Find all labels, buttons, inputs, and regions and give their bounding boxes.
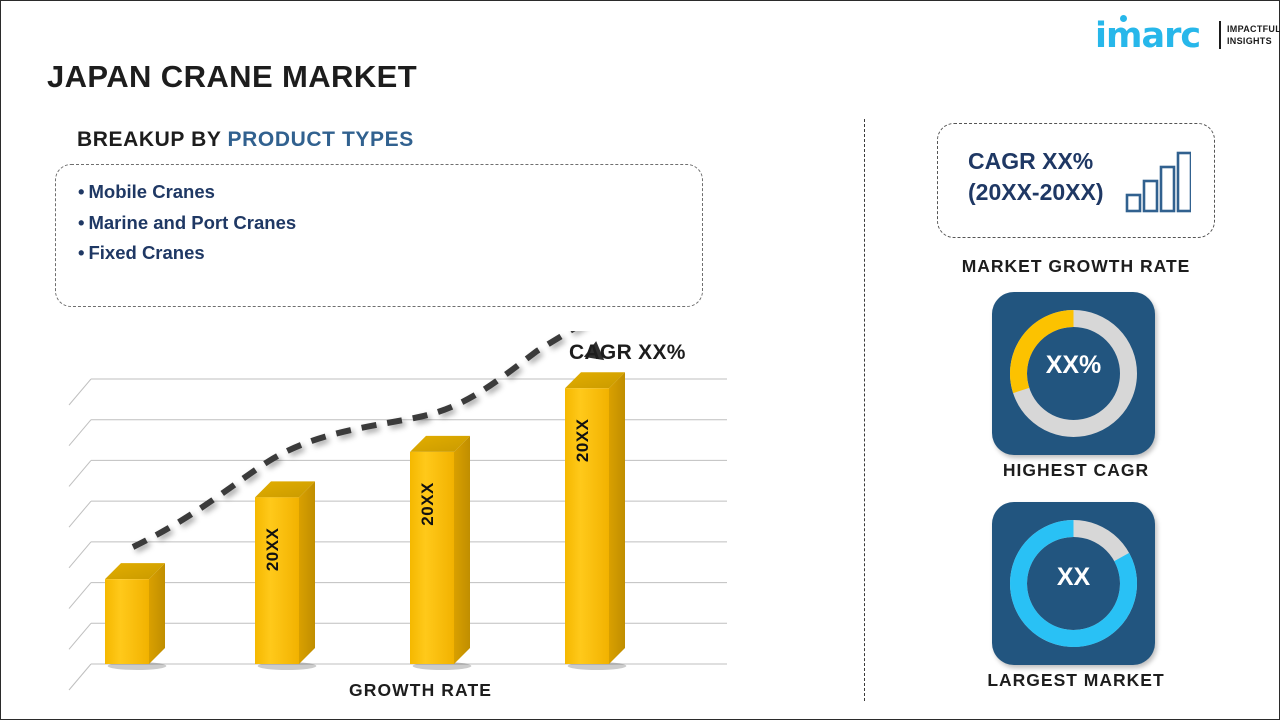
largest-market-caption: LARGEST MARKET bbox=[987, 670, 1165, 690]
subtitle-accent: PRODUCT TYPES bbox=[227, 128, 414, 151]
logo-tagline-line1: IMPACTFUL bbox=[1227, 24, 1280, 34]
logo-tagline: IMPACTFUL INSIGHTS bbox=[1227, 23, 1280, 47]
product-types-box: • Mobile Cranes • Marine and Port Cranes •… bbox=[55, 164, 703, 307]
chart-cagr-annotation: CAGR XX% bbox=[569, 341, 686, 364]
list-item: • Fixed Cranes bbox=[78, 238, 296, 269]
largest-market-value: XX bbox=[1056, 563, 1091, 591]
trend-line bbox=[131, 331, 576, 550]
list-item-label: Marine and Port Cranes bbox=[88, 211, 297, 233]
cagr-line-1: CAGR XX% bbox=[968, 148, 1094, 174]
page-title: JAPAN CRANE MARKET bbox=[47, 59, 418, 94]
logo-wordmark: imarc bbox=[1095, 16, 1201, 56]
market-growth-rate-caption: MARKET GROWTH RATE bbox=[961, 256, 1191, 276]
bar-chart-icon bbox=[1125, 149, 1193, 220]
chart-x-axis-label: GROWTH RATE bbox=[349, 680, 493, 700]
logo-divider bbox=[1219, 21, 1221, 49]
bullet-icon: • bbox=[78, 242, 85, 263]
market-growth-rate-box: CAGR XX% (20XX-20XX) bbox=[937, 123, 1215, 238]
highest-cagr-tile: XX% bbox=[992, 292, 1155, 455]
highest-cagr-value: XX% bbox=[1045, 351, 1102, 379]
largest-market-tile: XX bbox=[992, 502, 1155, 665]
imarc-logo: imarc IMPACTFUL INSIGHTS bbox=[1095, 13, 1280, 56]
chart-gridlines bbox=[68, 378, 727, 691]
product-types-list: • Mobile Cranes • Marine and Port Cranes •… bbox=[78, 177, 296, 269]
bullet-icon: • bbox=[78, 211, 85, 233]
vertical-divider bbox=[864, 119, 865, 701]
list-item-label: Mobile Cranes bbox=[88, 181, 215, 202]
highest-cagr-caption: HIGHEST CAGR bbox=[1002, 460, 1150, 480]
market-growth-rate-value: CAGR XX% (20XX-20XX) bbox=[968, 146, 1104, 208]
growth-rate-bar-chart: 20XX 20XX 20XX bbox=[47, 331, 787, 711]
trend-arrowhead-icon bbox=[583, 341, 605, 361]
list-item-label: Fixed Cranes bbox=[88, 242, 205, 263]
list-item: • Mobile Cranes bbox=[78, 177, 296, 208]
section-subtitle: BREAKUP BY PRODUCT TYPES bbox=[77, 128, 414, 152]
list-item: • Marine and Port Cranes bbox=[78, 208, 296, 239]
logo-tagline-line2: INSIGHTS bbox=[1227, 36, 1272, 46]
subtitle-prefix: BREAKUP BY bbox=[77, 128, 228, 151]
largest-market-donut bbox=[1010, 520, 1137, 647]
chart-bars bbox=[105, 372, 627, 670]
bullet-icon: • bbox=[78, 181, 85, 202]
cagr-line-2: (20XX-20XX) bbox=[968, 179, 1104, 205]
highest-cagr-donut bbox=[1010, 310, 1137, 437]
logo-dot-icon bbox=[1120, 15, 1127, 22]
bar-chart-svg bbox=[68, 331, 727, 691]
